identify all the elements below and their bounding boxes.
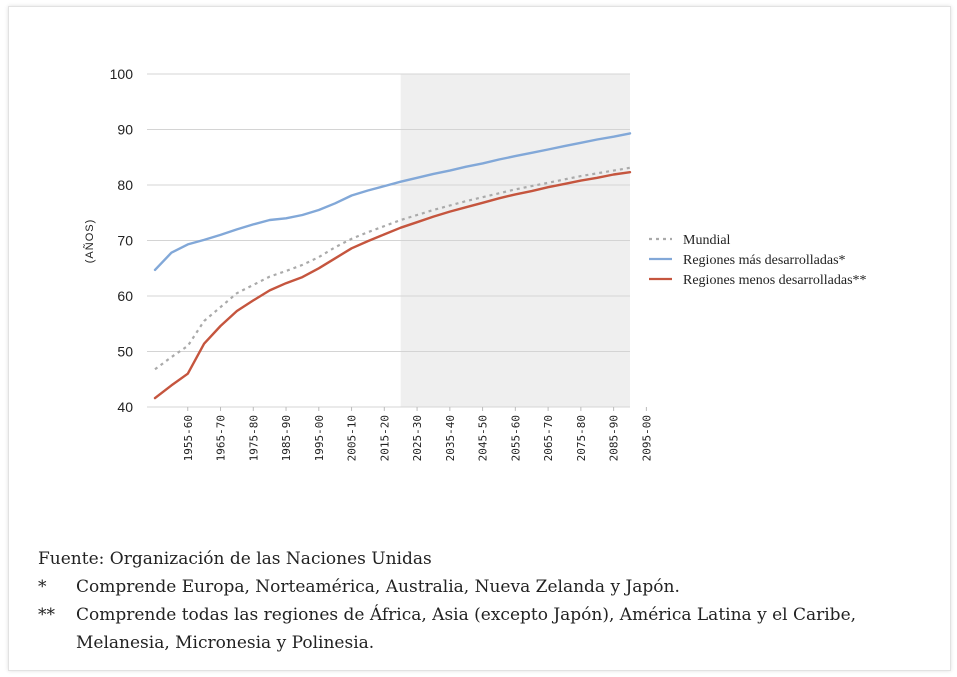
x-tick-label: 2045-50 xyxy=(477,415,490,461)
footnote-2-mark: ** xyxy=(38,605,55,625)
footnote-2-text: Comprende todas las regiones de África, … xyxy=(76,605,857,653)
x-tick-label: 2085-90 xyxy=(608,415,621,461)
x-tick-label: 2035-40 xyxy=(444,415,457,461)
y-tick-label: 60 xyxy=(117,288,133,304)
series-line-1 xyxy=(153,132,632,272)
footnote-1-mark: * xyxy=(38,577,47,597)
legend-label-1: Regiones más desarrolladas* xyxy=(683,253,846,268)
footnote-1-text: Comprende Europa, Norteamérica, Australi… xyxy=(76,577,680,597)
y-tick-label: 90 xyxy=(117,122,133,138)
x-tick-label: 2015-20 xyxy=(378,415,391,461)
x-tick-label: 2075-80 xyxy=(575,415,588,461)
x-tick-label: 1995-00 xyxy=(313,415,326,461)
y-tick-label: 100 xyxy=(110,66,134,82)
footnote-2: ** Comprende todas las regiones de Áfric… xyxy=(38,601,918,657)
y-tick-label: 70 xyxy=(117,233,133,249)
x-tick-label: 2095-00 xyxy=(640,415,653,461)
x-tick-label: 2005-10 xyxy=(346,415,359,461)
source-note: Fuente: Organización de las Naciones Uni… xyxy=(38,549,432,569)
y-axis-label: (AÑOS) xyxy=(83,219,96,264)
x-tick-label: 2055-60 xyxy=(509,415,522,461)
y-tick-label: 50 xyxy=(117,344,133,360)
y-tick-label: 40 xyxy=(117,399,133,415)
y-tick-label: 80 xyxy=(117,177,133,193)
x-tick-label: 1965-70 xyxy=(215,415,228,461)
legend-label-0: Mundial xyxy=(683,233,731,248)
x-tick-label: 2065-70 xyxy=(542,415,555,461)
x-tick-label: 1985-90 xyxy=(280,415,293,461)
x-tick-label: 2025-30 xyxy=(411,415,424,461)
series-line-2 xyxy=(153,170,632,400)
notes: Fuente: Organización de las Naciones Uni… xyxy=(38,545,918,657)
legend-label-2: Regiones menos desarrolladas** xyxy=(683,273,867,288)
footnote-1: * Comprende Europa, Norteamérica, Austra… xyxy=(38,573,918,601)
x-tick-label: 1955-60 xyxy=(182,415,195,461)
line-chart: 100 90 80 70 60 50 40 1955-60 1965-70 1975-80 198… xyxy=(83,66,867,461)
x-tick-label: 1975-80 xyxy=(247,415,260,461)
